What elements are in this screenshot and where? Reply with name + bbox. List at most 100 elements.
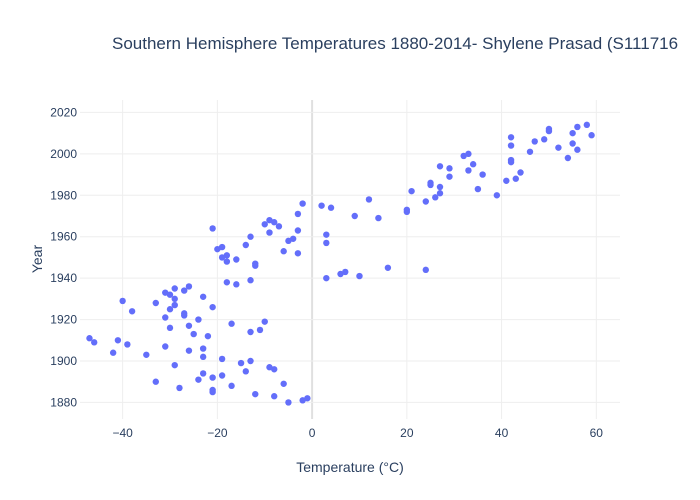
data-point[interactable] — [242, 241, 249, 249]
data-point[interactable] — [195, 316, 202, 323]
data-point[interactable] — [209, 303, 216, 311]
data-point[interactable] — [422, 198, 429, 205]
data-point[interactable] — [555, 144, 562, 151]
data-point[interactable] — [503, 177, 510, 184]
data-point[interactable] — [275, 223, 283, 230]
data-point[interactable] — [285, 399, 292, 406]
data-point[interactable] — [162, 289, 169, 296]
data-point[interactable] — [261, 221, 268, 228]
data-point[interactable] — [119, 297, 126, 305]
data-point[interactable] — [356, 272, 363, 280]
data-point[interactable] — [162, 314, 169, 321]
data-point[interactable] — [531, 138, 538, 145]
data-point[interactable] — [237, 359, 245, 367]
data-point[interactable] — [365, 196, 373, 203]
data-point[interactable] — [204, 332, 212, 340]
data-point[interactable] — [247, 277, 254, 284]
data-point[interactable] — [299, 397, 306, 404]
data-point[interactable] — [185, 283, 193, 290]
data-point[interactable] — [218, 243, 226, 251]
data-point[interactable] — [152, 378, 159, 385]
data-point[interactable] — [408, 187, 415, 195]
data-point[interactable] — [446, 165, 453, 172]
data-point[interactable] — [218, 355, 226, 363]
data-point[interactable] — [261, 318, 268, 325]
data-point[interactable] — [199, 370, 207, 377]
data-point[interactable] — [171, 285, 178, 292]
data-point[interactable] — [247, 357, 254, 365]
data-point[interactable] — [228, 320, 235, 327]
data-point[interactable] — [266, 364, 273, 371]
data-point[interactable] — [247, 328, 254, 336]
data-point[interactable] — [190, 330, 197, 338]
data-point[interactable] — [223, 279, 231, 286]
data-point[interactable] — [266, 216, 273, 224]
data-point[interactable] — [109, 349, 117, 356]
data-point[interactable] — [422, 266, 429, 274]
data-point[interactable] — [403, 206, 411, 213]
data-point[interactable] — [280, 248, 287, 255]
data-point[interactable] — [289, 235, 297, 242]
data-point[interactable] — [176, 384, 183, 392]
data-point[interactable] — [185, 347, 193, 354]
data-point[interactable] — [323, 239, 330, 247]
data-point[interactable] — [323, 274, 330, 282]
data-point[interactable] — [181, 287, 188, 294]
data-point[interactable] — [209, 386, 216, 394]
data-point[interactable] — [228, 382, 235, 390]
data-point[interactable] — [152, 299, 159, 307]
data-point[interactable] — [507, 134, 515, 141]
data-point[interactable] — [218, 372, 226, 379]
data-point[interactable] — [318, 202, 325, 209]
data-point[interactable] — [199, 345, 207, 352]
data-point[interactable] — [574, 146, 581, 153]
data-point[interactable] — [342, 268, 349, 276]
data-point[interactable] — [432, 194, 439, 201]
data-point[interactable] — [493, 192, 501, 199]
data-point[interactable] — [280, 380, 287, 387]
data-point[interactable] — [128, 308, 136, 315]
data-point[interactable] — [143, 351, 150, 358]
data-point[interactable] — [512, 175, 519, 182]
data-point[interactable] — [375, 214, 382, 222]
data-point[interactable] — [233, 256, 240, 263]
data-point[interactable] — [474, 185, 482, 193]
data-point[interactable] — [465, 167, 472, 174]
data-point[interactable] — [252, 390, 259, 398]
data-point[interactable] — [327, 204, 335, 211]
data-point[interactable] — [446, 173, 453, 180]
data-point[interactable] — [209, 374, 216, 381]
data-point[interactable] — [294, 250, 302, 257]
data-point[interactable] — [299, 200, 306, 207]
data-point[interactable] — [294, 227, 302, 234]
data-point[interactable] — [588, 132, 595, 139]
data-point[interactable] — [427, 179, 434, 187]
data-point[interactable] — [351, 212, 358, 220]
data-point[interactable] — [266, 229, 273, 236]
data-point[interactable] — [384, 264, 392, 271]
data-point[interactable] — [465, 150, 472, 158]
data-point[interactable] — [171, 301, 178, 309]
data-point[interactable] — [199, 353, 207, 361]
data-point[interactable] — [583, 121, 591, 129]
data-point[interactable] — [185, 322, 193, 329]
data-point[interactable] — [223, 252, 231, 259]
data-point[interactable] — [209, 225, 216, 232]
data-point[interactable] — [242, 368, 249, 375]
data-point[interactable] — [517, 169, 524, 176]
data-point[interactable] — [166, 306, 174, 313]
data-point[interactable] — [166, 324, 174, 332]
data-point[interactable] — [86, 335, 93, 342]
data-point[interactable] — [247, 233, 254, 240]
data-point[interactable] — [569, 140, 576, 147]
data-point[interactable] — [507, 142, 515, 149]
data-point[interactable] — [114, 337, 122, 344]
data-point[interactable] — [526, 148, 534, 155]
data-point[interactable] — [469, 161, 477, 168]
data-point[interactable] — [507, 156, 515, 164]
data-point[interactable] — [323, 231, 330, 238]
data-point[interactable] — [124, 341, 131, 348]
data-point[interactable] — [199, 293, 207, 300]
data-point[interactable] — [195, 376, 202, 383]
data-point[interactable] — [256, 326, 264, 334]
